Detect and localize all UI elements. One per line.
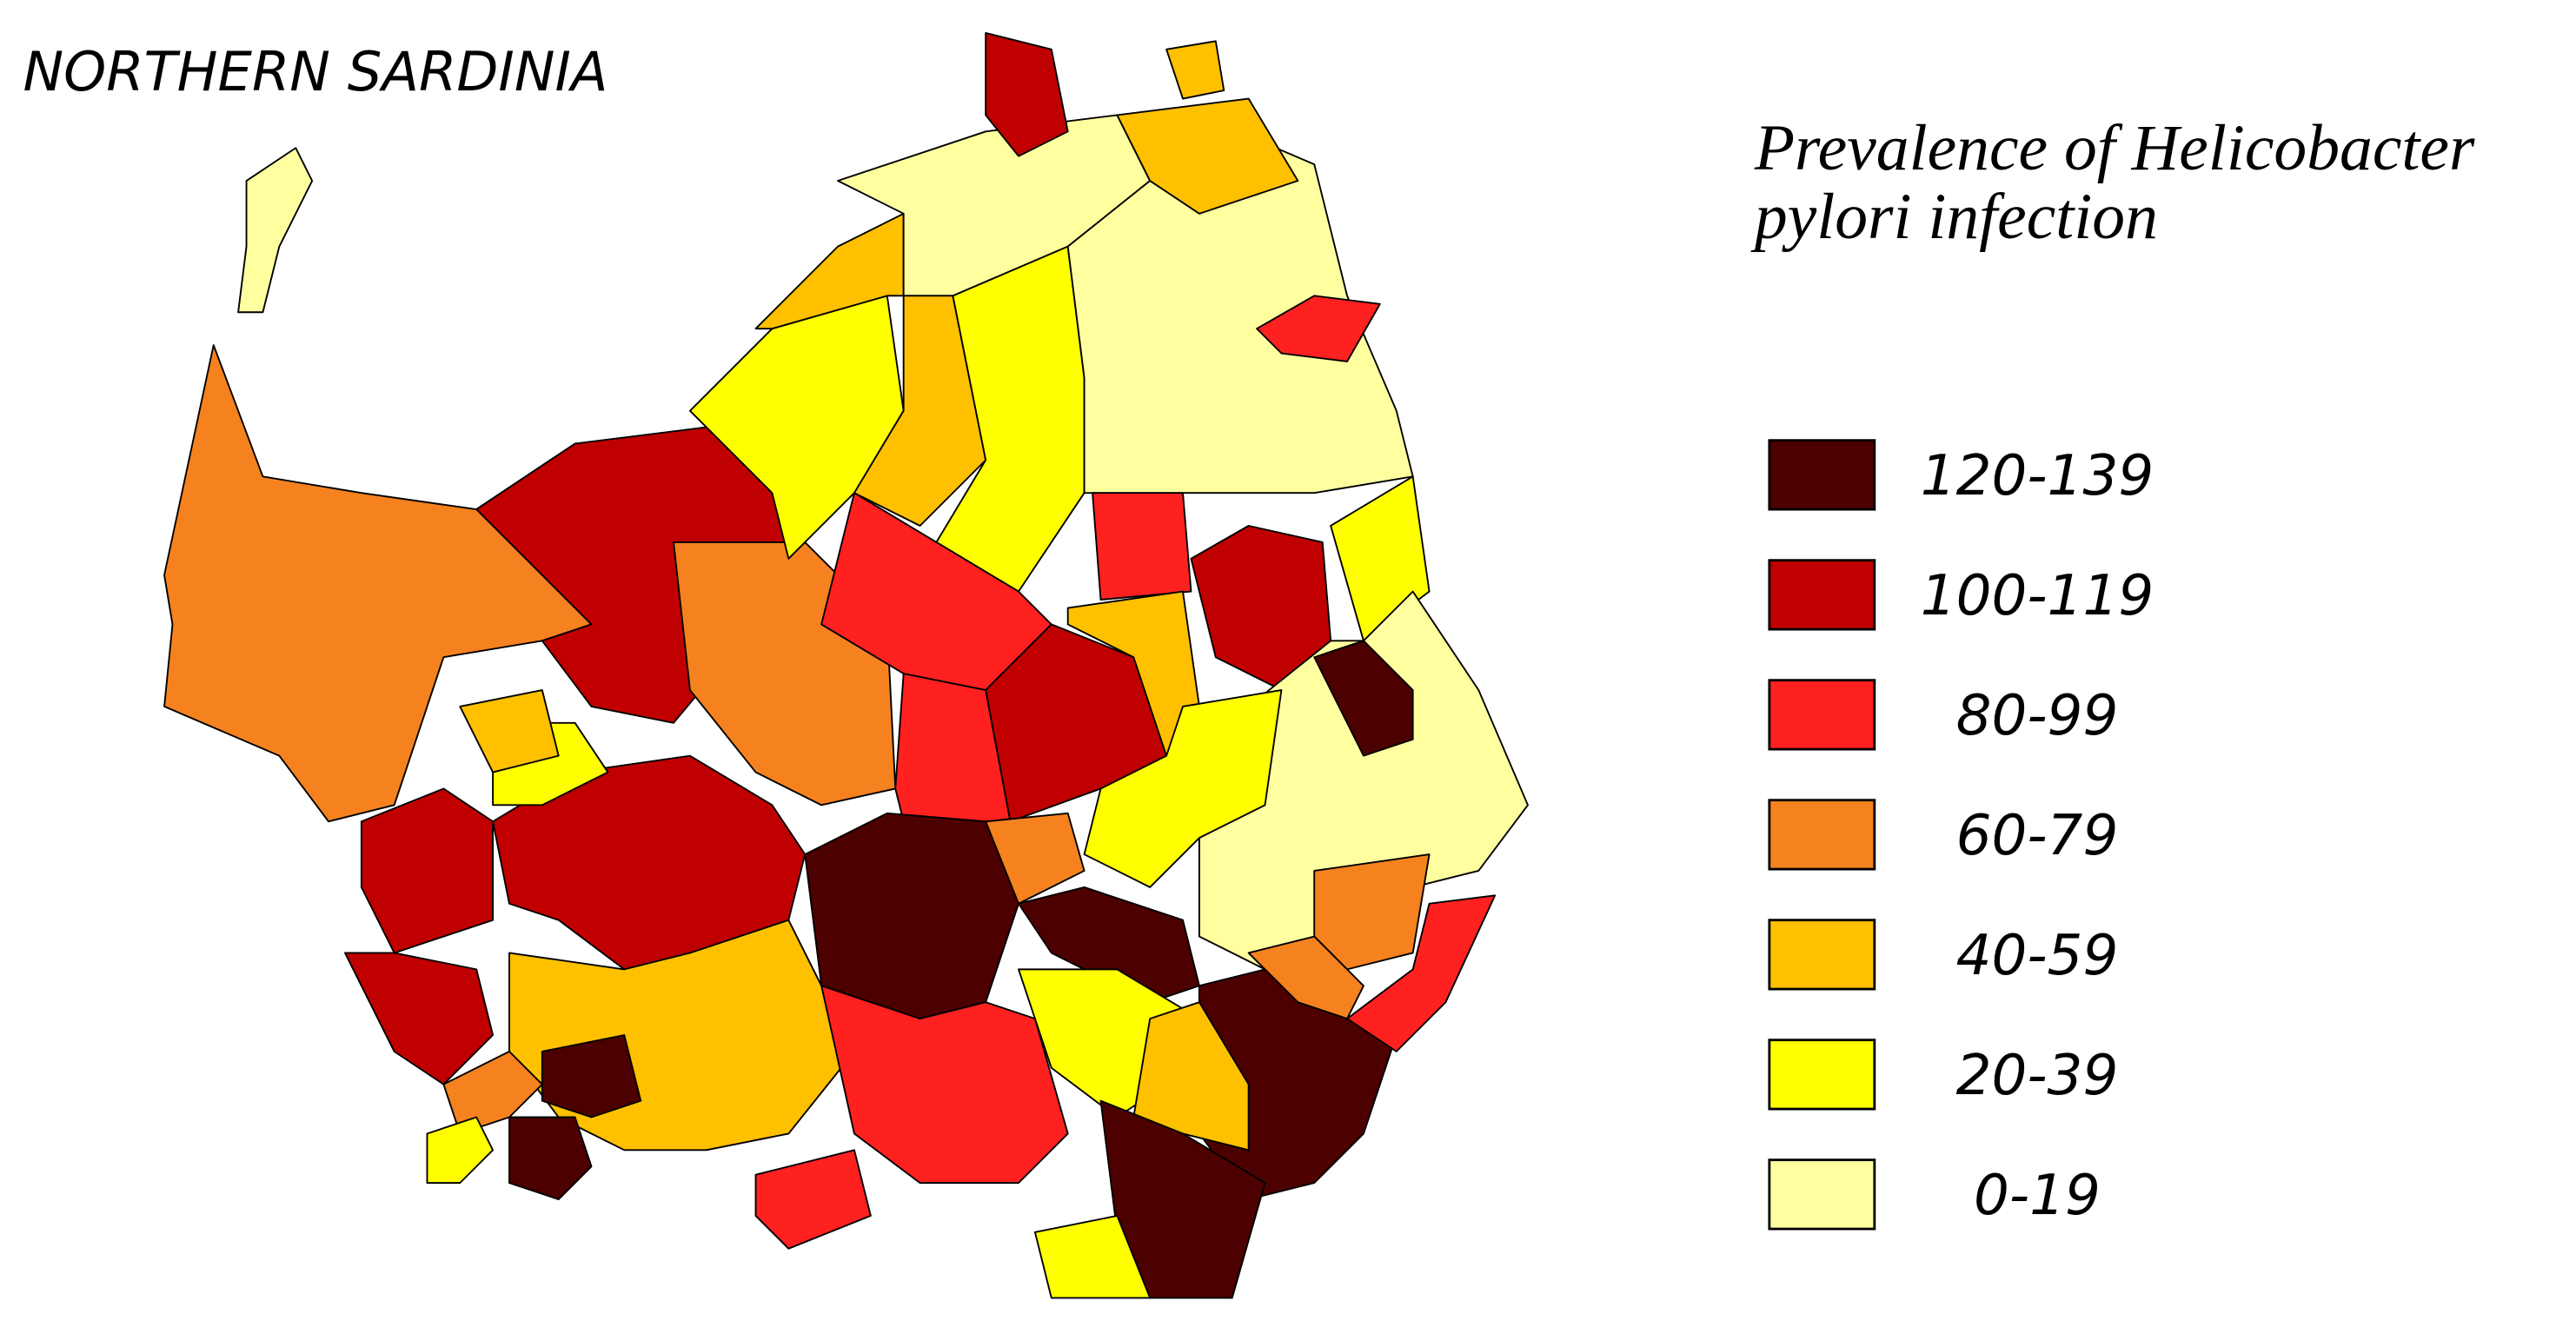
legend-swatch — [1768, 1158, 1876, 1231]
legend-label: 120-139 — [1921, 443, 2154, 508]
region — [754, 1149, 872, 1250]
region — [344, 952, 495, 1085]
region — [985, 812, 1086, 905]
region — [1165, 40, 1225, 100]
legend-label: 100-119 — [1921, 563, 2154, 628]
map-title: NORTHERN SARDINIA — [23, 40, 607, 103]
region — [459, 689, 560, 773]
legend-swatch — [1768, 919, 1876, 991]
legend-swatch — [1768, 559, 1876, 631]
region — [1346, 894, 1497, 1052]
region — [1313, 853, 1431, 971]
legend-label: 40-59 — [1956, 923, 2119, 988]
region — [820, 985, 1069, 1185]
region — [541, 1034, 642, 1119]
legend-title: pylori infection — [1750, 181, 2158, 253]
legend-title: Prevalence of Helicobacter — [1754, 112, 2475, 184]
legend-swatch — [1768, 439, 1876, 511]
region — [426, 1116, 495, 1185]
region — [237, 147, 314, 314]
region — [1116, 97, 1299, 215]
region — [360, 787, 495, 954]
region — [1092, 492, 1192, 601]
legend-label: 0-19 — [1974, 1163, 2101, 1228]
legend-label: 20-39 — [1956, 1043, 2119, 1108]
legend-swatch — [1768, 679, 1876, 751]
legend-label: 60-79 — [1956, 803, 2119, 868]
legend-label: 80-99 — [1956, 683, 2119, 748]
map — [163, 31, 1529, 1299]
region — [804, 812, 1019, 1020]
region — [1256, 295, 1381, 362]
region — [985, 31, 1069, 157]
region — [1313, 640, 1414, 757]
legend-swatch — [1768, 799, 1876, 871]
legend-swatch — [1768, 1039, 1876, 1111]
region — [508, 919, 855, 1152]
region — [1247, 935, 1364, 1020]
region — [1033, 1214, 1152, 1299]
region — [1083, 689, 1283, 888]
region — [508, 1116, 593, 1200]
